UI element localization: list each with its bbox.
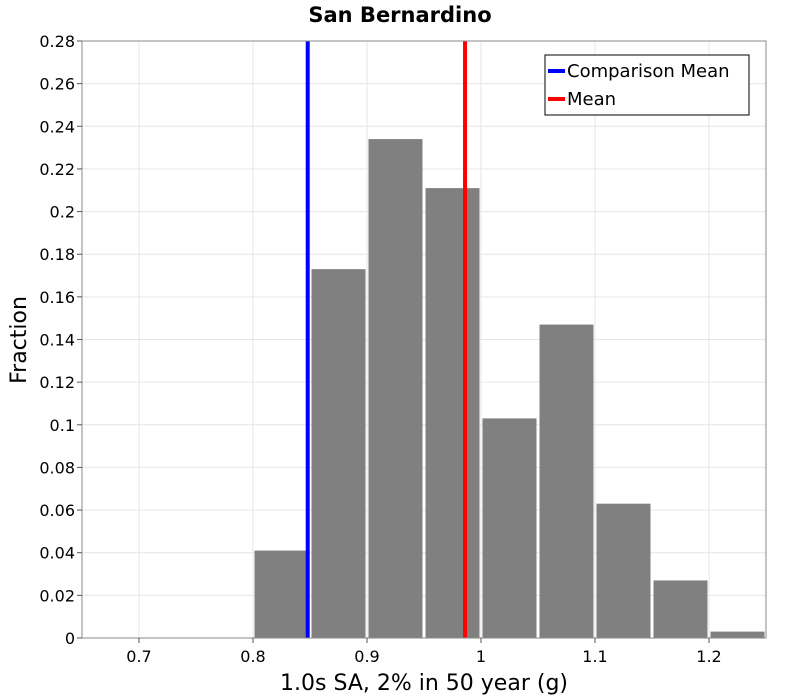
- histogram-bar: [653, 580, 708, 638]
- histogram-bar: [311, 269, 366, 638]
- x-tick-label: 1.2: [696, 647, 721, 666]
- y-tick-label: 0.26: [39, 75, 75, 94]
- legend-box: [544, 54, 750, 116]
- y-tick-label: 0.06: [39, 501, 75, 520]
- x-tick-label: 0.7: [126, 647, 151, 666]
- y-tick-label: 0.02: [39, 586, 75, 605]
- bars-group: [254, 139, 765, 639]
- y-tick-label: 0.1: [50, 416, 75, 435]
- histogram-bar: [710, 631, 765, 638]
- legend-label-mean: Mean: [567, 89, 616, 110]
- y-axis-label: Fraction: [7, 296, 32, 384]
- x-tick-label: 0.8: [240, 647, 265, 666]
- grid-lines: [82, 40, 766, 639]
- histogram-bar: [368, 139, 423, 639]
- x-axis-label: 1.0s SA, 2% in 50 year (g): [280, 671, 568, 696]
- chart-title: San Bernardino: [308, 3, 491, 27]
- mean-lines: [305, 41, 468, 638]
- x-tick-label: 1.1: [582, 647, 607, 666]
- y-tick-label: 0.22: [39, 160, 75, 179]
- y-axis-ticks: 0 0.02 0.04 0.06 0.08 0.1 0.12 0.14 0.16 0.18 0.2 0…: [39, 32, 82, 648]
- y-tick-label: 0.16: [39, 288, 75, 307]
- legend-label-comparison-mean: Comparison Mean: [567, 61, 730, 82]
- y-tick-label: 0.14: [39, 331, 75, 350]
- y-tick-label: 0.04: [39, 544, 75, 563]
- legend: Comparison Mean Mean: [544, 54, 750, 116]
- x-tick-label: 0.9: [354, 647, 379, 666]
- histogram-bar: [596, 503, 651, 638]
- histogram-bar: [425, 188, 480, 638]
- y-tick-label: 0.28: [39, 32, 75, 51]
- x-axis-ticks: 0.7 0.8 0.9 1 1.1 1.2: [126, 638, 722, 666]
- histogram-bar: [539, 324, 594, 638]
- y-tick-label: 0.18: [39, 245, 75, 264]
- y-tick-label: 0.2: [50, 203, 75, 222]
- histogram-bar: [254, 550, 309, 638]
- histogram-bar: [482, 418, 537, 638]
- y-tick-label: 0.12: [39, 373, 75, 392]
- y-tick-label: 0.24: [39, 117, 75, 136]
- y-tick-label: 0.08: [39, 458, 75, 477]
- y-tick-label: 0: [65, 629, 75, 648]
- x-tick-label: 1: [476, 647, 486, 666]
